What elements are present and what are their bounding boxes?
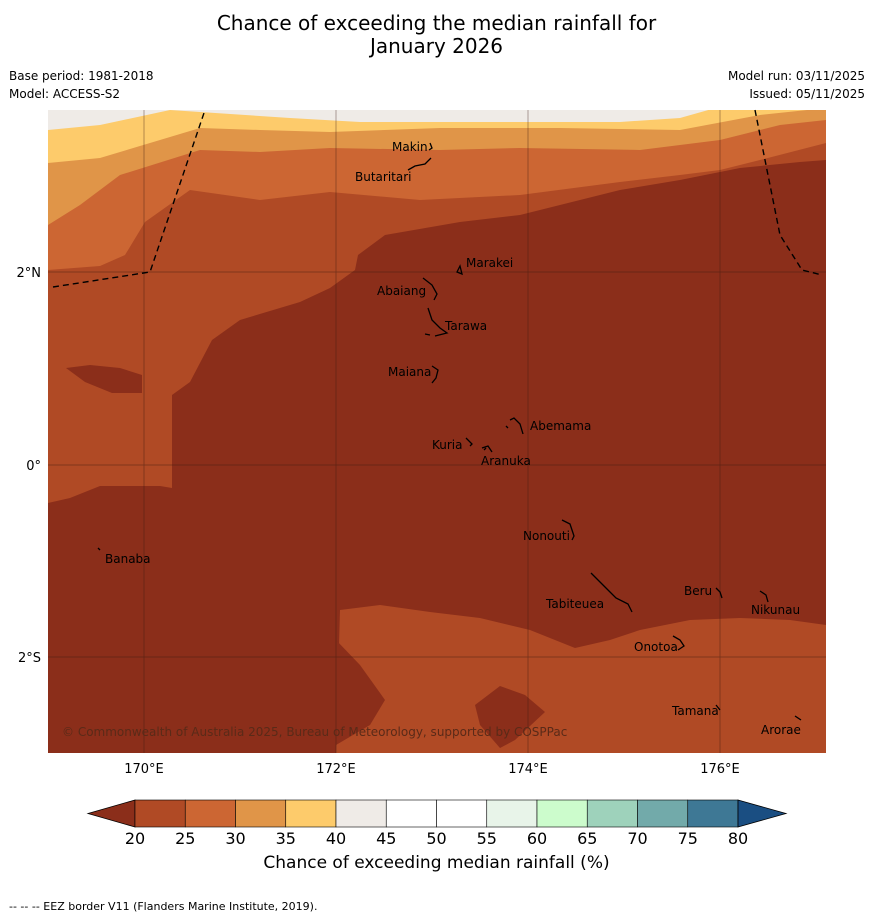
place-tabiteuea: Tabiteuea: [545, 597, 604, 611]
colorbar-tick-label: 50: [426, 829, 446, 848]
colorbar-segment: [687, 799, 739, 828]
patch-west: [66, 365, 142, 393]
meta-right: Model run: 03/11/2025 Issued: 05/11/2025: [728, 67, 865, 103]
title-line-1: Chance of exceeding the median rainfall …: [216, 11, 657, 35]
place-aranuka: Aranuka: [481, 454, 531, 468]
place-nonouti: Nonouti: [523, 529, 570, 543]
colorbar-extend-low: [86, 799, 136, 828]
place-abemama: Abemama: [530, 419, 591, 433]
colorbar-tick-label: 25: [175, 829, 195, 848]
title-line-2: January 2026: [369, 34, 504, 58]
colorbar-tick-label: 30: [225, 829, 245, 848]
place-makin: Makin: [392, 140, 428, 154]
colorbar-segment: [486, 799, 538, 828]
colorbar-tick-label: 80: [728, 829, 748, 848]
y-tick-2s: 2°S: [18, 651, 41, 666]
colorbar-segment: [285, 799, 337, 828]
x-tick-172: 172°E: [316, 762, 356, 777]
model-run: Model run: 03/11/2025: [727, 69, 865, 83]
colorbar-tick-label: 75: [678, 829, 698, 848]
y-tick-2n: 2°N: [17, 266, 42, 281]
eez-border: [52, 109, 823, 288]
patch-south-b: [475, 686, 545, 748]
colorbar-tick-label: 70: [627, 829, 647, 848]
place-kuria: Kuria: [432, 438, 463, 452]
place-tamana: Tamana: [671, 704, 719, 718]
place-tarawa: Tarawa: [444, 319, 487, 333]
place-maiana: Maiana: [388, 365, 431, 379]
x-tick-170: 170°E: [124, 762, 164, 777]
x-tick-176: 176°E: [700, 762, 740, 777]
colorbar: 20 25 30 35 40 45 50 55 60 65 70 75 80: [86, 799, 788, 848]
colorbar-segment: [235, 799, 287, 828]
place-nikunau: Nikunau: [751, 603, 800, 617]
place-butaritari: Butaritari: [355, 170, 412, 184]
issued-date: Issued: 05/11/2025: [749, 87, 865, 101]
base-period: Base period: 1981-2018: [9, 69, 154, 83]
colorbar-tick-label: 35: [276, 829, 296, 848]
colorbar-tick-label: 40: [326, 829, 346, 848]
x-tick-174: 174°E: [508, 762, 548, 777]
band-below-20: [48, 160, 826, 753]
colorbar-segment: [637, 799, 689, 828]
place-arorae: Arorae: [761, 723, 801, 737]
place-marakei: Marakei: [466, 256, 513, 270]
place-onotoa: Onotoa: [634, 640, 678, 654]
gridlines: [48, 110, 826, 753]
colorbar-segment: [134, 799, 186, 828]
colorbar-segment: [335, 799, 387, 828]
footer-note: -- -- -- EEZ border V11 (Flanders Marine…: [9, 900, 318, 913]
copyright-text: © Commonwealth of Australia 2025, Bureau…: [62, 725, 567, 739]
colorbar-segment: [184, 799, 236, 828]
map-title: Chance of exceeding the median rainfall …: [0, 12, 873, 58]
colorbar-segment: [385, 799, 437, 828]
model-name: Model: ACCESS-S2: [9, 87, 121, 101]
axis-ticks: 170°E 172°E 174°E 176°E 2°N 0° 2°S: [17, 266, 740, 777]
colorbar-label: Chance of exceeding median rainfall (%): [263, 853, 610, 873]
colorbar-segment: [436, 799, 488, 828]
patch-south-a: [336, 640, 385, 745]
island-outlines: [97, 142, 802, 721]
y-tick-0: 0°: [26, 459, 41, 474]
place-abaiang: Abaiang: [377, 284, 426, 298]
colorbar-segment: [536, 799, 588, 828]
colorbar-tick-label: 55: [477, 829, 497, 848]
map-shading: [48, 110, 826, 753]
colorbar-tick-label: 60: [527, 829, 547, 848]
place-beru: Beru: [684, 584, 712, 598]
colorbar-tick-label: 45: [376, 829, 396, 848]
place-labels: Makin Butaritari Marakei Abaiang Tarawa …: [105, 140, 801, 737]
colorbar-tick-label: 20: [125, 829, 145, 848]
place-banaba: Banaba: [105, 552, 151, 566]
colorbar-segment: [586, 799, 638, 828]
meta-left: Base period: 1981-2018 Model: ACCESS-S2: [9, 67, 154, 103]
colorbar-extend-high: [737, 799, 788, 828]
colorbar-tick-label: 65: [577, 829, 597, 848]
